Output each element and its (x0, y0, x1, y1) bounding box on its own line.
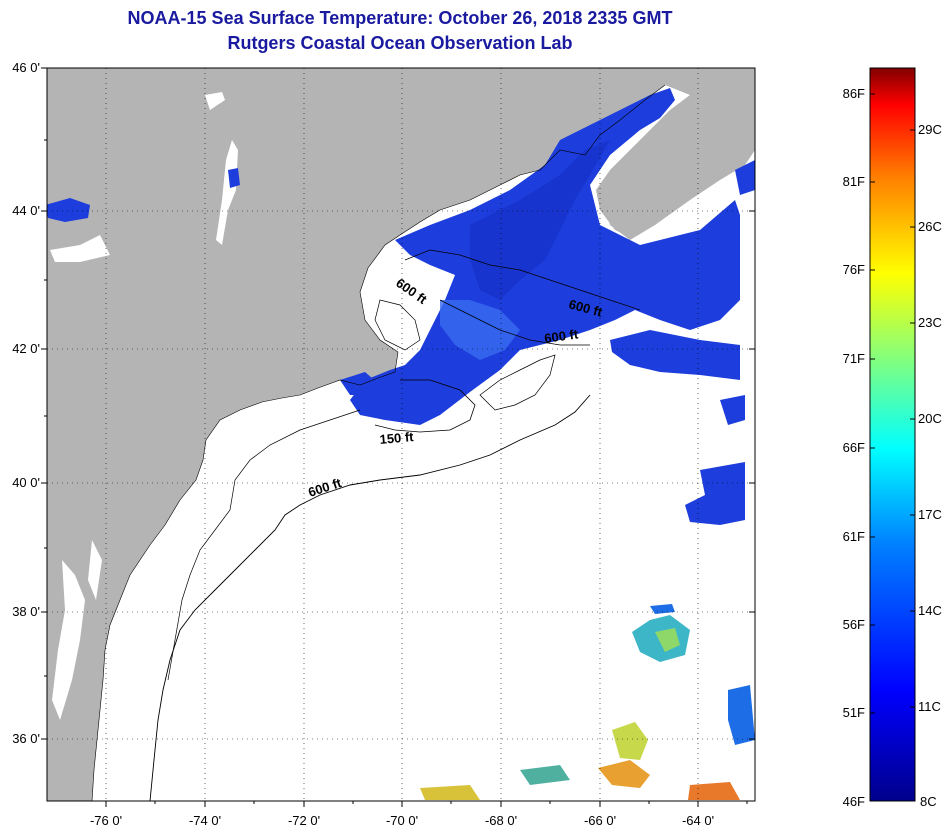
colorbar-ticks (870, 93, 915, 714)
colorbar-label-c: 8C (920, 794, 937, 809)
sst-patch-warm (520, 765, 570, 785)
colorbar-label-f: 51F (843, 705, 865, 720)
plot-frame (46, 67, 756, 802)
coastline (91, 84, 666, 801)
colorbar-label-f: 81F (843, 174, 865, 189)
contour-600ft-shelf (149, 394, 591, 801)
bay (88, 540, 102, 600)
lon-tick-label: -68 0' (485, 813, 517, 828)
sst-patch-warm (655, 628, 680, 652)
contour-shelf-inner (167, 409, 361, 681)
lat-tick-label: 36 0' (12, 731, 40, 746)
tick-marks (41, 67, 755, 807)
colorbar-label-f: 76F (843, 262, 865, 277)
sst-patch (735, 160, 755, 195)
colorbar-label-c: 26C (918, 219, 942, 234)
sst-patch (610, 330, 740, 380)
lake (205, 92, 225, 110)
contour-label: 600 ft (543, 326, 579, 346)
contour-600ft-gulf (404, 249, 641, 311)
lon-tick-label: -76 0' (90, 813, 122, 828)
sst-patch-warm (420, 785, 480, 800)
land-mass-us (47, 68, 755, 801)
colorbar-label-f: 71F (843, 351, 865, 366)
lon-tick-label: -70 0' (386, 813, 418, 828)
bay (52, 560, 85, 720)
lat-tick-label: 44 0' (12, 203, 40, 218)
contour-georges-bank (479, 354, 556, 411)
colorbar-label-f: 61F (843, 529, 865, 544)
lat-tick-label: 38 0' (12, 604, 40, 619)
sst-patch (47, 198, 90, 222)
colorbar-label-f: 66F (843, 440, 865, 455)
sst-patch-warm (598, 760, 650, 788)
sst-patch (340, 372, 380, 395)
colorbar-celsius-labels: 29C 26C 23C 20C 17C 14C 11C 8C (918, 122, 942, 809)
longitude-labels: -76 0' -74 0' -72 0' -70 0' -68 0' -66 0… (90, 813, 714, 828)
map-subtitle: Rutgers Coastal Ocean Observation Lab (227, 33, 573, 53)
colorbar-fahrenheit-labels: 86F 81F 76F 71F 66F 61F 56F 51F 46F (843, 86, 865, 809)
lon-tick-label: -72 0' (288, 813, 320, 828)
lat-tick-label: 42 0' (12, 341, 40, 356)
colorbar (869, 67, 916, 802)
contour-cape-cod (374, 299, 421, 351)
contour-150ft (374, 379, 476, 433)
sst-gulf-of-maine-light (440, 300, 520, 360)
colorbar-label-c: 14C (918, 603, 942, 618)
graticule (47, 68, 755, 801)
colorbar-label-f: 56F (843, 617, 865, 632)
lon-tick-label: -74 0' (189, 813, 221, 828)
sst-patch-warm (688, 782, 740, 800)
contour-labels: 600 ft 600 ft 600 ft 150 ft 600 ft (306, 275, 604, 500)
colorbar-label-c: 11C (918, 699, 941, 714)
sst-gulf-of-maine-dark (470, 140, 610, 300)
latitude-labels: 46 0' 44 0' 42 0' 40 0' 38 0' 36 0' (12, 60, 40, 746)
lon-tick-label: -66 0' (584, 813, 616, 828)
lake (216, 140, 238, 245)
sst-patch (685, 462, 745, 525)
sst-patch-warm (612, 722, 648, 760)
sst-patch-warm (728, 685, 755, 745)
lat-tick-label: 46 0' (12, 60, 40, 75)
lat-tick-label: 40 0' (12, 475, 40, 490)
colorbar-label-f: 86F (843, 86, 865, 101)
lake (50, 235, 110, 262)
contour-label: 150 ft (379, 429, 415, 447)
colorbar-label-c: 17C (918, 507, 942, 522)
sst-patch-warm (650, 604, 675, 614)
contour-600ft-gulf-2 (439, 299, 590, 346)
land-mass-nova-scotia (605, 68, 755, 240)
colorbar-label-c: 20C (918, 411, 942, 426)
colorbar-label-c: 29C (918, 122, 942, 137)
sst-patch (720, 395, 745, 425)
colorbar-label-c: 23C (918, 315, 942, 330)
colorbar-label-f: 46F (843, 794, 865, 809)
sst-patch (228, 168, 240, 188)
map-title: NOAA-15 Sea Surface Temperature: October… (127, 8, 673, 28)
lon-tick-label: -64 0' (682, 813, 714, 828)
